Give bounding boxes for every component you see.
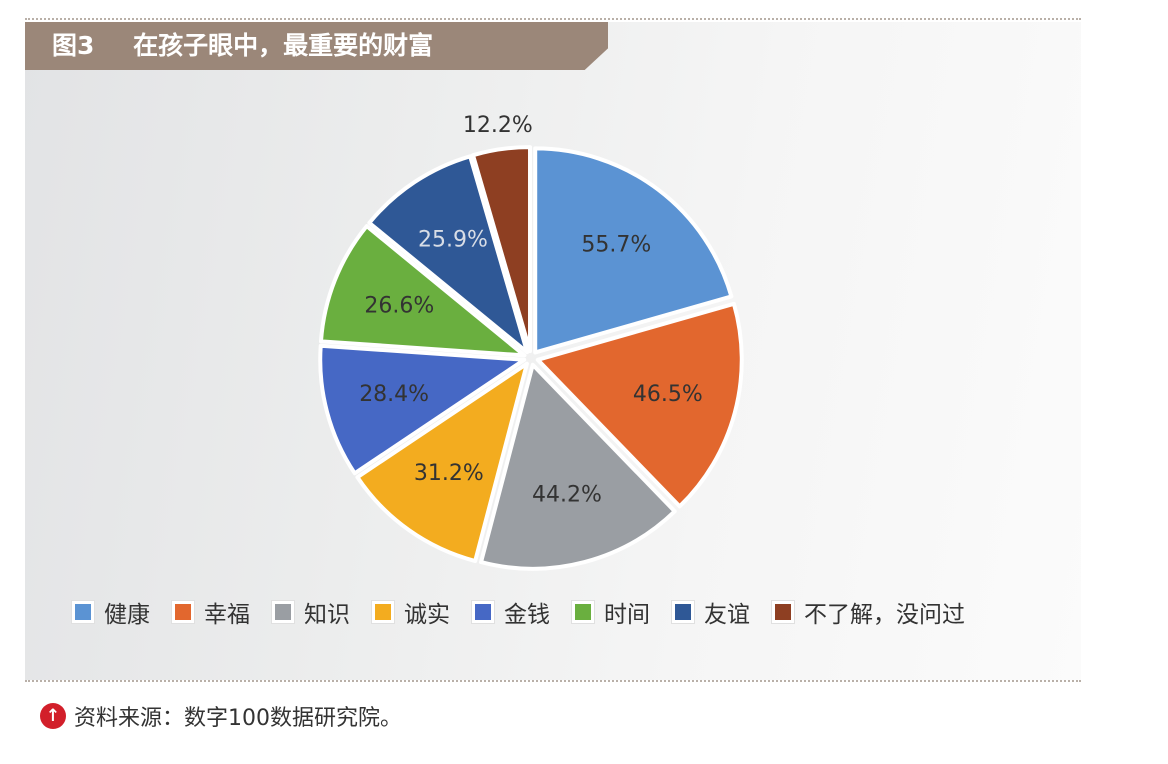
- source-text: 资料来源：数字100数据研究院。: [74, 706, 402, 731]
- pie-data-label: 44.2%: [532, 483, 602, 508]
- legend-item: 友谊: [672, 595, 750, 629]
- legend-label: 幸福: [204, 602, 250, 628]
- legend-label: 知识: [304, 602, 350, 628]
- legend-item: 时间: [572, 595, 650, 629]
- pie-data-label: 31.2%: [414, 461, 484, 486]
- bottom-divider: [25, 680, 1081, 682]
- legend-swatch: [472, 601, 494, 623]
- pie-data-label: 25.9%: [418, 227, 488, 252]
- legend-label: 不了解，没问过: [804, 602, 965, 628]
- pie-data-label: 55.7%: [581, 232, 651, 257]
- legend-swatch: [172, 601, 194, 623]
- pie-data-label: 46.5%: [633, 382, 703, 407]
- pie-slice: [355, 361, 529, 564]
- pie-slice: [318, 224, 527, 358]
- figure-title-text: 在孩子眼中，最重要的财富: [133, 31, 434, 60]
- pie-slice: [471, 145, 533, 354]
- figure-number: 图3: [52, 31, 95, 60]
- pie-data-label: 12.2%: [463, 113, 533, 138]
- legend-swatch: [372, 601, 394, 623]
- chart-panel: [25, 22, 1081, 680]
- pie-slice: [479, 362, 677, 571]
- source-note: ↑ 资料来源：数字100数据研究院。: [40, 701, 402, 731]
- legend-item: 知识: [272, 595, 350, 629]
- legend-swatch: [272, 601, 294, 623]
- legend-item: 诚实: [372, 595, 450, 629]
- legend-swatch: [572, 601, 594, 623]
- pie-data-label: 28.4%: [359, 382, 429, 407]
- legend-item: 幸福: [172, 595, 250, 629]
- legend-label: 友谊: [704, 602, 750, 628]
- chart-legend: 健康 幸福 知识 诚实 金钱 时间 友谊 不了解，没问过: [72, 592, 987, 632]
- legend-label: 金钱: [504, 602, 550, 628]
- pie-slice: [535, 301, 744, 509]
- pie-data-label: 26.6%: [364, 293, 434, 318]
- top-divider: [25, 18, 1081, 20]
- legend-swatch: [772, 601, 794, 623]
- legend-item: 不了解，没问过: [772, 595, 965, 629]
- pie-slice: [318, 343, 527, 476]
- legend-label: 健康: [104, 602, 150, 628]
- legend-label: 时间: [604, 602, 650, 628]
- up-arrow-icon: ↑: [40, 703, 66, 729]
- pie-slice: [367, 154, 530, 355]
- legend-item: 金钱: [472, 595, 550, 629]
- legend-swatch: [72, 601, 94, 623]
- pie-slice: [533, 146, 734, 355]
- legend-item: 健康: [72, 595, 150, 629]
- title-bar: [25, 22, 608, 70]
- figure-title: 图3 在孩子眼中，最重要的财富: [52, 27, 433, 65]
- legend-label: 诚实: [404, 602, 450, 628]
- legend-swatch: [672, 601, 694, 623]
